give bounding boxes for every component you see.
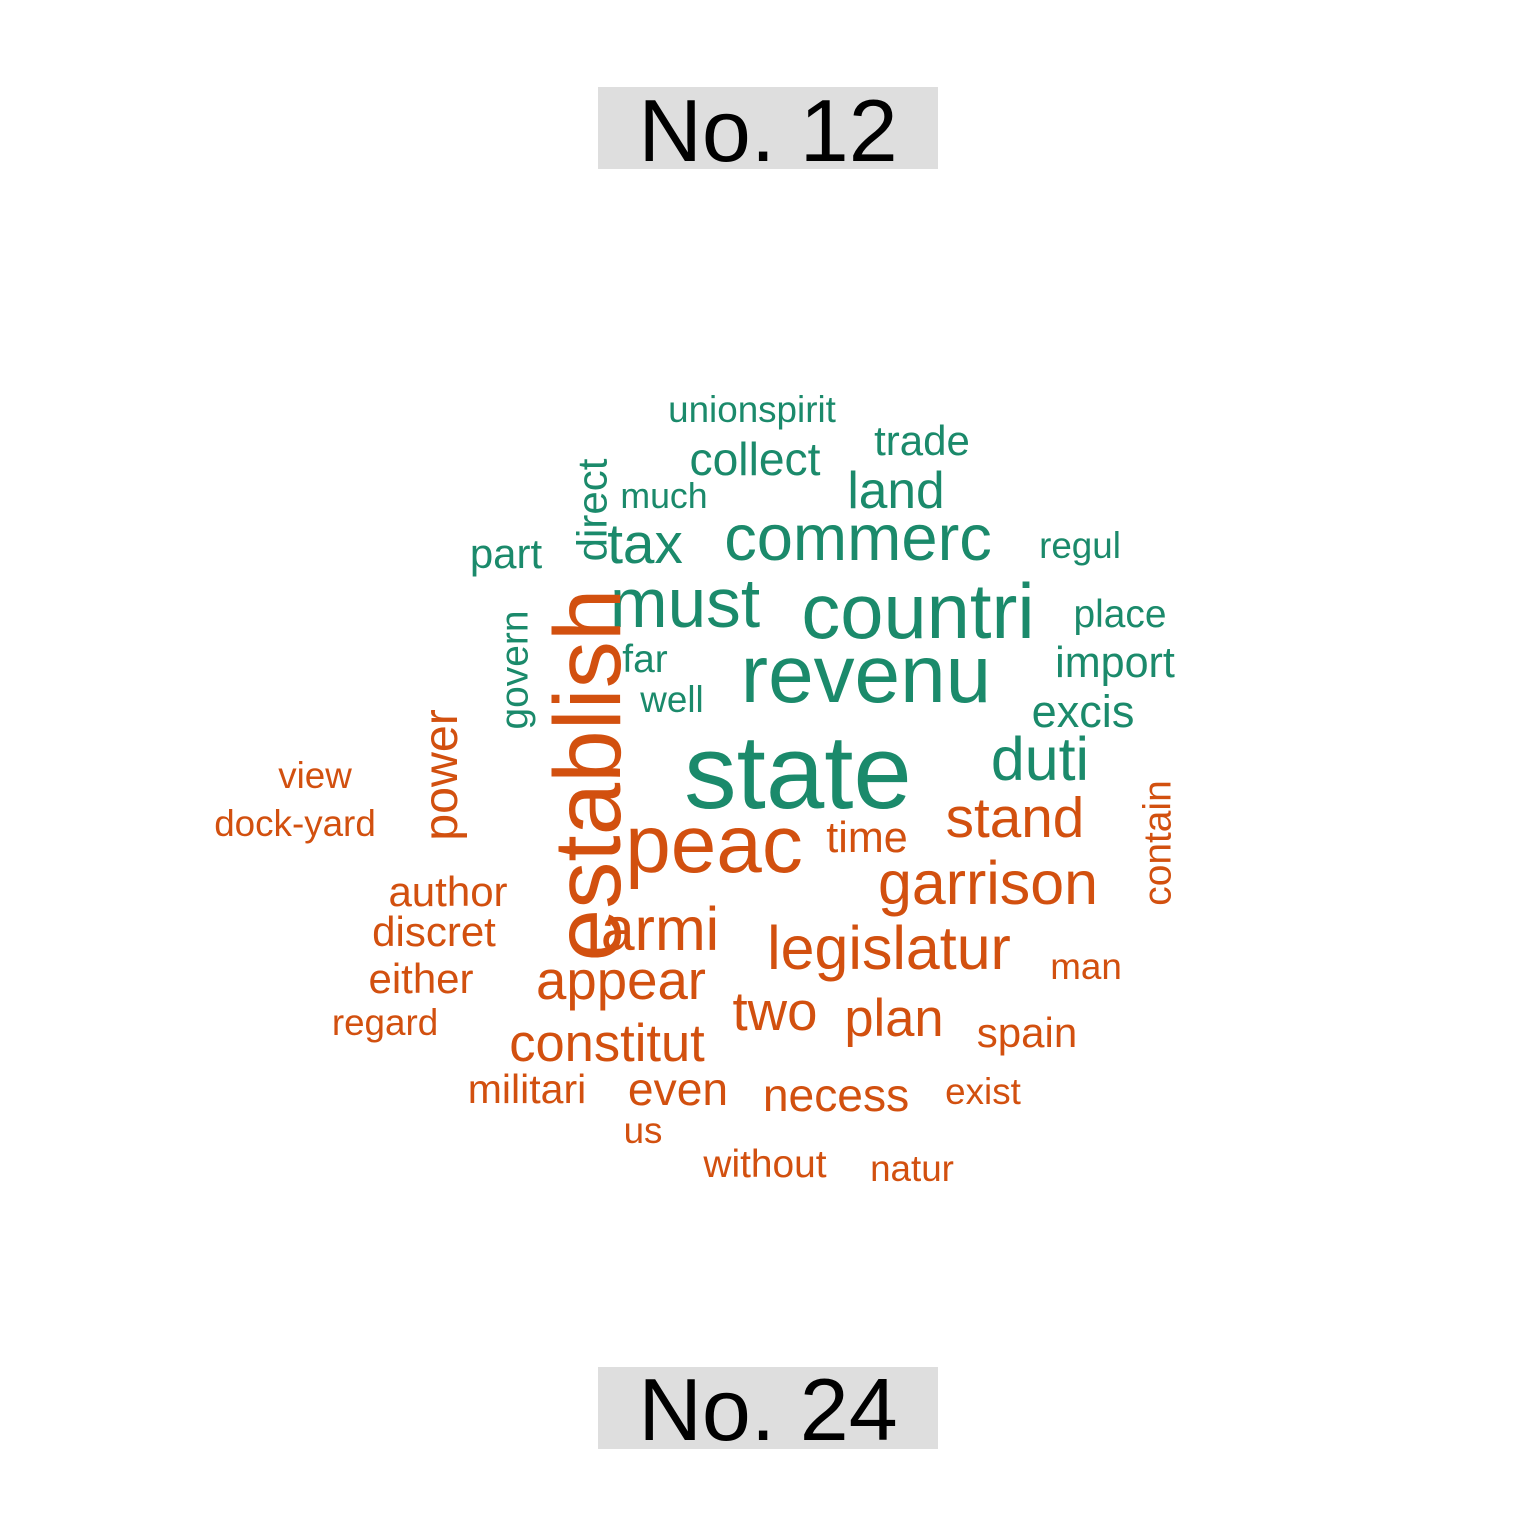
word-land: land <box>847 461 944 519</box>
word-tax: tax <box>607 513 683 576</box>
word-regard: regard <box>332 1002 438 1043</box>
word-excis: excis <box>1032 686 1135 737</box>
word-time: time <box>826 814 907 862</box>
word-spain: spain <box>977 1009 1077 1056</box>
word-militari: militari <box>468 1066 586 1112</box>
group-label-top-text: No. 12 <box>638 81 897 180</box>
word-constitut: constitut <box>509 1014 705 1073</box>
word-establish: establish <box>535 589 641 962</box>
group-label-bottom: No. 24 <box>598 1360 938 1459</box>
word-dock-yard: dock-yard <box>214 803 376 844</box>
word-either: either <box>368 955 473 1002</box>
group-label-bottom-bg <box>598 1367 938 1449</box>
word-place: place <box>1074 593 1167 636</box>
word-state: state <box>684 714 912 831</box>
word-view: view <box>278 755 352 796</box>
word-unionspirit: unionspirit <box>668 389 836 430</box>
word-far: far <box>622 638 667 681</box>
word-peac: peac <box>625 799 803 890</box>
word-us: us <box>624 1110 663 1151</box>
word-duti: duti <box>991 725 1089 793</box>
word-two: two <box>733 981 818 1042</box>
word-without: without <box>702 1143 826 1186</box>
word-collect: collect <box>690 433 821 485</box>
word-man: man <box>1050 946 1122 987</box>
word-stand: stand <box>946 787 1085 850</box>
group-label-bottom-text: No. 24 <box>638 1360 897 1459</box>
word-power: power <box>414 709 468 841</box>
word-direct: direct <box>569 458 616 561</box>
word-countri: countri <box>801 569 1034 655</box>
word-plan: plan <box>844 989 943 1048</box>
word-appear: appear <box>536 950 706 1011</box>
word-even: even <box>628 1063 728 1115</box>
word-natur: natur <box>870 1148 954 1189</box>
word-author: author <box>388 868 507 915</box>
word-commerc: commerc <box>724 501 992 574</box>
word-govern: govern <box>494 611 537 730</box>
word-trade: trade <box>874 417 970 464</box>
word-much: much <box>620 476 707 516</box>
group-label-top: No. 12 <box>598 81 938 180</box>
word-regul: regul <box>1039 525 1121 566</box>
group-label-top-bg <box>598 87 938 169</box>
word-import: import <box>1055 639 1175 687</box>
word-armi: armi <box>601 895 719 963</box>
word-contain: contain <box>1137 780 1180 905</box>
word-discret: discret <box>372 908 496 955</box>
word-garrison: garrison <box>878 849 1098 917</box>
word-revenu: revenu <box>741 629 991 720</box>
word-must: must <box>610 564 760 642</box>
word-necess: necess <box>763 1069 909 1121</box>
word-well: well <box>639 679 703 720</box>
word-legislatur: legislatur <box>767 914 1011 982</box>
word-exist: exist <box>945 1071 1021 1112</box>
word-part: part <box>470 530 543 577</box>
